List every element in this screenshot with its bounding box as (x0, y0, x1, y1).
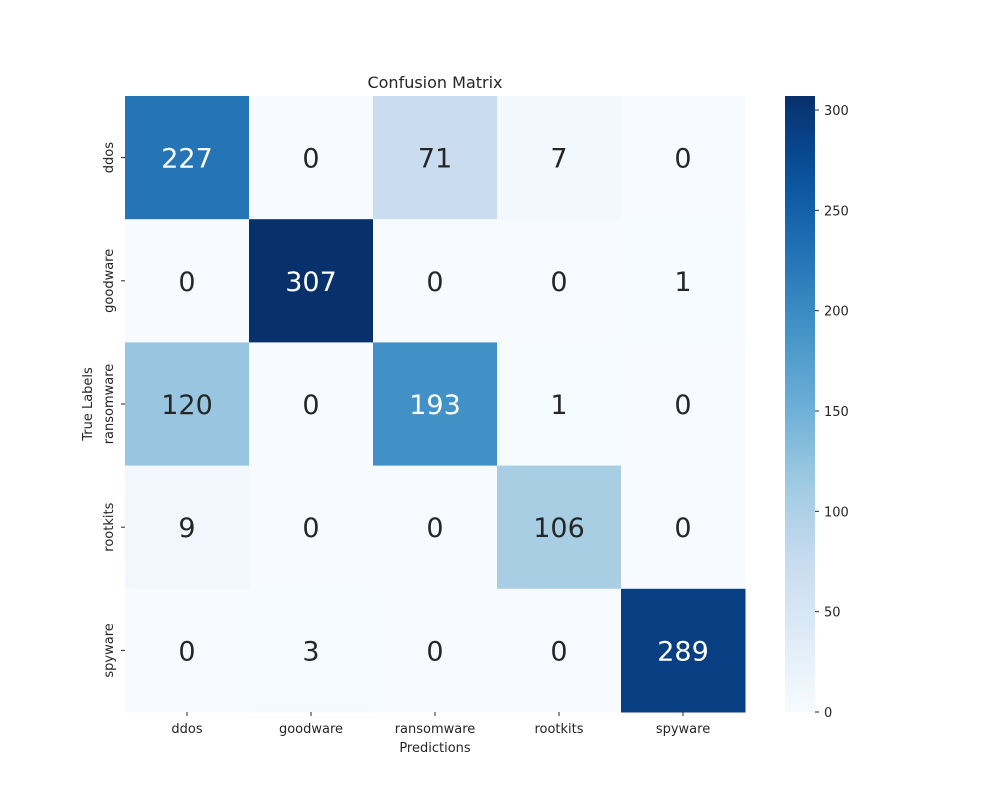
heatmap-cell (249, 588, 374, 713)
heatmap-cell (497, 588, 622, 713)
colorbar-tick-label: 100 (824, 505, 849, 520)
cell-value-label: 0 (178, 267, 195, 298)
heatmap-cell (621, 342, 746, 467)
cell-value-label: 0 (302, 390, 319, 421)
heatmap-cell (497, 219, 622, 343)
colorbar-tick-label: 300 (824, 104, 849, 119)
cell-value-label: 120 (161, 390, 213, 421)
x-axis-label: Predictions (399, 741, 471, 756)
x-tick-label: ransomware (395, 722, 476, 737)
heatmap-cell (249, 465, 374, 590)
heatmap-cells: 227 0 71 7 0 0 307 0 0 1 120 0 193 1 0 9 0 0 106 0 0 3 0 0 289 (125, 96, 746, 713)
cell-value-label: 0 (550, 267, 567, 298)
heatmap-cell (125, 219, 250, 343)
heatmap-cell (621, 588, 746, 713)
cell-value-label: 0 (550, 636, 567, 667)
cell-value-label: 1 (550, 390, 567, 421)
cell-value-label: 307 (285, 267, 337, 298)
cell-value-label: 0 (302, 144, 319, 175)
cell-value-label: 0 (426, 636, 443, 667)
y-tick-label: ddos (102, 142, 117, 173)
heatmap-cell (125, 342, 250, 467)
colorbar-tick-label: 0 (824, 706, 832, 721)
y-axis-label: True Labels (81, 367, 96, 442)
heatmap-cell (373, 342, 498, 467)
cell-value-label: 0 (178, 636, 195, 667)
cell-value-label: 227 (161, 144, 213, 175)
colorbar-tick-label: 200 (824, 305, 849, 320)
colorbar-tick-label: 150 (824, 405, 849, 420)
cell-value-label: 106 (533, 513, 585, 544)
chart-title: Confusion Matrix (367, 73, 502, 92)
y-tick-label: goodware (102, 249, 117, 313)
heatmap-cell (497, 342, 622, 467)
y-tick-label: rootkits (102, 502, 117, 551)
x-axis: ddos goodware ransomware rootkits spyware (171, 712, 710, 737)
y-tick-label: ransomware (102, 364, 117, 445)
colorbar-tick-label: 250 (824, 204, 849, 219)
x-tick-label: ddos (171, 722, 202, 737)
heatmap-cell (373, 588, 498, 713)
cell-value-label: 9 (178, 513, 195, 544)
heatmap-cell (373, 465, 498, 590)
cell-value-label: 0 (674, 390, 691, 421)
x-tick-label: goodware (279, 722, 343, 737)
cell-value-label: 0 (674, 144, 691, 175)
cell-value-label: 71 (418, 144, 452, 175)
heatmap-cell (125, 465, 250, 590)
cell-value-label: 3 (302, 636, 319, 667)
cell-value-label: 193 (409, 390, 461, 421)
heatmap-cell (249, 342, 374, 467)
heatmap-cell (249, 96, 374, 220)
y-tick-label: spyware (102, 623, 117, 677)
cell-value-label: 0 (674, 513, 691, 544)
heatmap-cell (497, 96, 622, 220)
heatmap-cell (125, 588, 250, 713)
heatmap-cell (621, 219, 746, 343)
cell-value-label: 0 (302, 513, 319, 544)
heatmap-cell (373, 219, 498, 343)
cell-value-label: 7 (550, 144, 567, 175)
colorbar-tick-label: 50 (824, 606, 841, 621)
x-tick-label: spyware (656, 722, 710, 737)
cell-value-label: 289 (657, 636, 709, 667)
heatmap-cell (125, 96, 250, 220)
heatmap-cell (497, 465, 622, 590)
heatmap-cell (621, 96, 746, 220)
heatmap-cell (621, 465, 746, 590)
x-tick-label: rootkits (534, 722, 583, 737)
cell-value-label: 1 (674, 267, 691, 298)
heatmap-cell (249, 219, 374, 343)
colorbar-gradient (785, 96, 815, 712)
cell-value-label: 0 (426, 267, 443, 298)
y-axis: ddos goodware ransomware rootkits spyware (102, 142, 125, 678)
colorbar: 0 50 100 150 200 250 300 (785, 96, 849, 721)
cell-value-label: 0 (426, 513, 443, 544)
heatmap-cell (373, 96, 498, 220)
